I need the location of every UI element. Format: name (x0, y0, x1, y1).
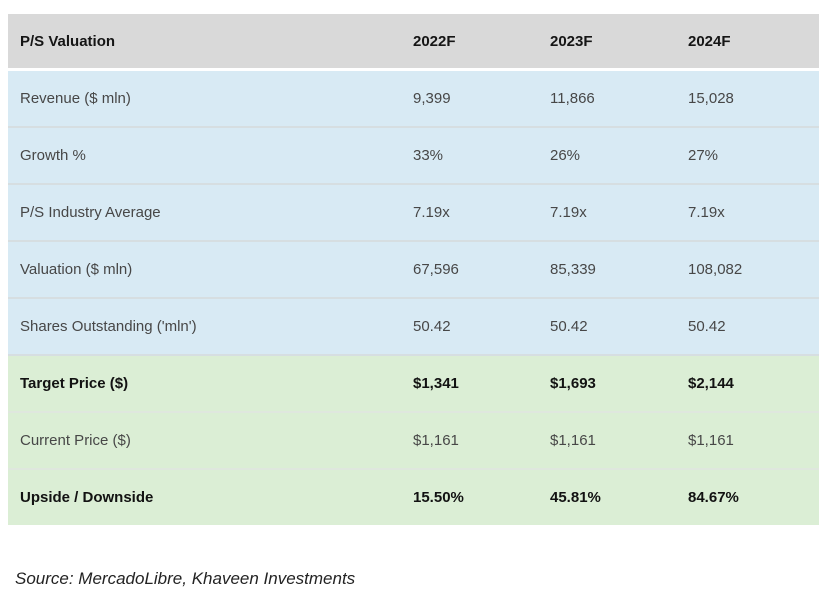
column-header-2023f: 2023F (550, 14, 688, 71)
row-value: $2,144 (688, 356, 819, 413)
table-row: Upside / Downside 15.50% 45.81% 84.67% (8, 470, 819, 525)
row-value: $1,161 (413, 413, 550, 470)
source-attribution: Source: MercadoLibre, Khaveen Investment… (15, 569, 356, 588)
row-value: 27% (688, 128, 819, 185)
table-row: P/S Industry Average 7.19x 7.19x 7.19x (8, 185, 819, 242)
row-value: 7.19x (550, 185, 688, 242)
row-value: 11,866 (550, 71, 688, 128)
row-label: Valuation ($ mln) (8, 242, 413, 299)
row-label: Shares Outstanding ('mln') (8, 299, 413, 356)
table-row: Growth % 33% 26% 27% (8, 128, 819, 185)
row-value: 33% (413, 128, 550, 185)
row-value: $1,161 (550, 413, 688, 470)
row-label: Upside / Downside (8, 470, 413, 525)
row-value: $1,161 (688, 413, 819, 470)
row-label: Current Price ($) (8, 413, 413, 470)
row-value: 108,082 (688, 242, 819, 299)
ps-valuation-table: P/S Valuation 2022F 2023F 2024F Revenue … (8, 14, 819, 525)
table-row: Current Price ($) $1,161 $1,161 $1,161 (8, 413, 819, 470)
row-label: Growth % (8, 128, 413, 185)
table-header-row: P/S Valuation 2022F 2023F 2024F (8, 14, 819, 71)
table-row: Revenue ($ mln) 9,399 11,866 15,028 (8, 71, 819, 128)
row-value: 67,596 (413, 242, 550, 299)
row-value: 26% (550, 128, 688, 185)
row-value: 15,028 (688, 71, 819, 128)
column-header-2022f: 2022F (413, 14, 550, 71)
row-value: 15.50% (413, 470, 550, 525)
table-row: Shares Outstanding ('mln') 50.42 50.42 50.4… (8, 299, 819, 356)
row-value: 84.67% (688, 470, 819, 525)
row-value: 45.81% (550, 470, 688, 525)
row-value: 85,339 (550, 242, 688, 299)
row-label: P/S Industry Average (8, 185, 413, 242)
row-value: 9,399 (413, 71, 550, 128)
row-value: 7.19x (413, 185, 550, 242)
column-header-2024f: 2024F (688, 14, 819, 71)
row-value: 50.42 (688, 299, 819, 356)
row-value: 50.42 (413, 299, 550, 356)
table-title: P/S Valuation (8, 14, 413, 71)
table-row: Valuation ($ mln) 67,596 85,339 108,082 (8, 242, 819, 299)
row-label: Target Price ($) (8, 356, 413, 413)
row-label: Revenue ($ mln) (8, 71, 413, 128)
row-value: 7.19x (688, 185, 819, 242)
table-row: Target Price ($) $1,341 $1,693 $2,144 (8, 356, 819, 413)
row-value: $1,341 (413, 356, 550, 413)
row-value: 50.42 (550, 299, 688, 356)
row-value: $1,693 (550, 356, 688, 413)
table-body: Revenue ($ mln) 9,399 11,866 15,028 Growth %… (8, 71, 819, 525)
